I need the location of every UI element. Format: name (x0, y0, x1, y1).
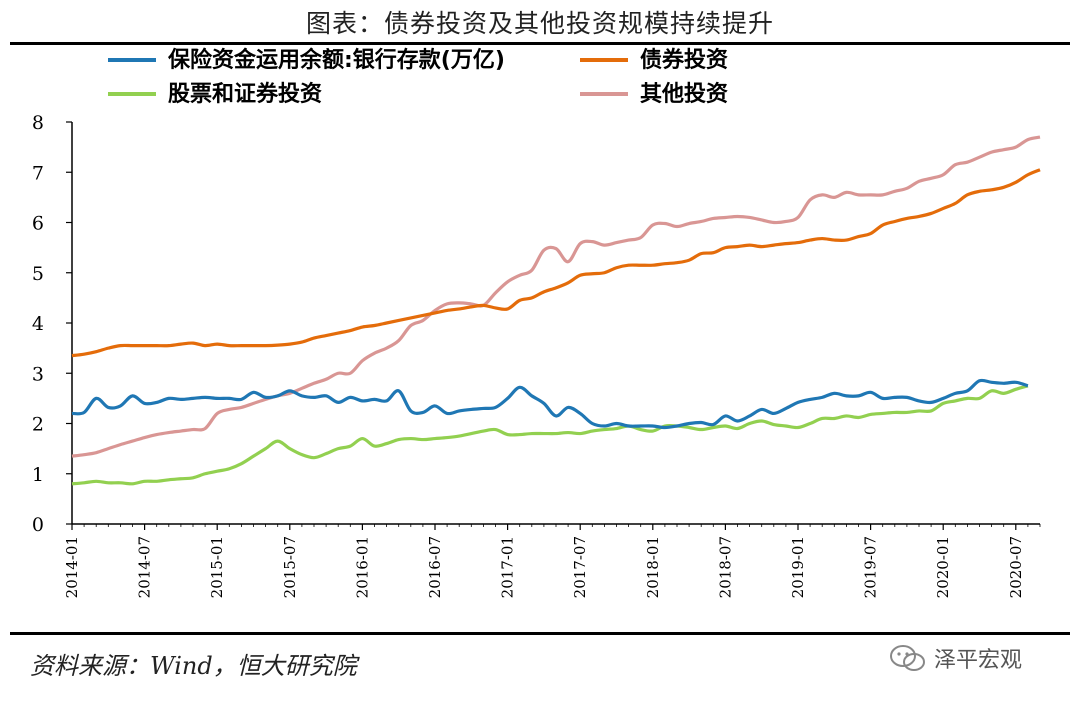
x-tick-label: 2014-07 (136, 536, 154, 598)
x-tick-label: 2016-01 (353, 536, 371, 598)
y-tick-label: 4 (32, 313, 44, 335)
y-tick-label: 1 (32, 464, 44, 486)
y-tick-label: 0 (32, 514, 44, 536)
bottom-rule (10, 632, 1070, 635)
series-line-3 (71, 135, 1041, 458)
watermark-text: 泽平宏观 (934, 648, 1023, 673)
y-tick-label: 6 (32, 213, 44, 235)
legend-label: 保险资金运用余额:银行存款(万亿) (167, 47, 505, 73)
series-line-0 (71, 378, 1029, 430)
top-rule (10, 42, 1070, 45)
y-tick-label: 8 (32, 112, 44, 134)
source-note: 资料来源：Wind，恒大研究院 (30, 652, 357, 680)
x-tick-label: 2015-07 (281, 536, 299, 598)
x-tick-label: 2019-01 (789, 536, 807, 598)
x-tick-label: 2014-01 (63, 536, 81, 598)
wechat-icon (890, 645, 925, 671)
series-line-2 (71, 384, 1029, 486)
x-tick-label: 2017-07 (571, 536, 589, 598)
legend-label: 股票和证券投资 (168, 81, 322, 107)
y-tick-label: 3 (32, 363, 44, 385)
x-tick-label: 2019-07 (862, 536, 880, 598)
x-tick-label: 2017-01 (499, 536, 517, 598)
legend-label: 债券投资 (640, 47, 728, 73)
chart-title: 图表：债券投资及其他投资规模持续提升 (305, 9, 774, 38)
x-tick-label: 2020-01 (934, 536, 952, 598)
y-tick-label: 5 (32, 263, 44, 285)
series-line-1 (71, 168, 1041, 358)
x-tick-label: 2018-01 (644, 536, 662, 598)
x-tick-label: 2016-07 (426, 536, 444, 598)
x-tick-label: 2020-07 (1007, 536, 1025, 598)
x-tick-label: 2018-07 (716, 536, 734, 598)
legend-label: 其他投资 (640, 82, 728, 107)
watermark: 泽平宏观 (888, 642, 1022, 674)
y-tick-label: 2 (32, 414, 44, 436)
x-tick-label: 2015-01 (208, 536, 226, 598)
y-tick-label: 7 (32, 162, 44, 184)
